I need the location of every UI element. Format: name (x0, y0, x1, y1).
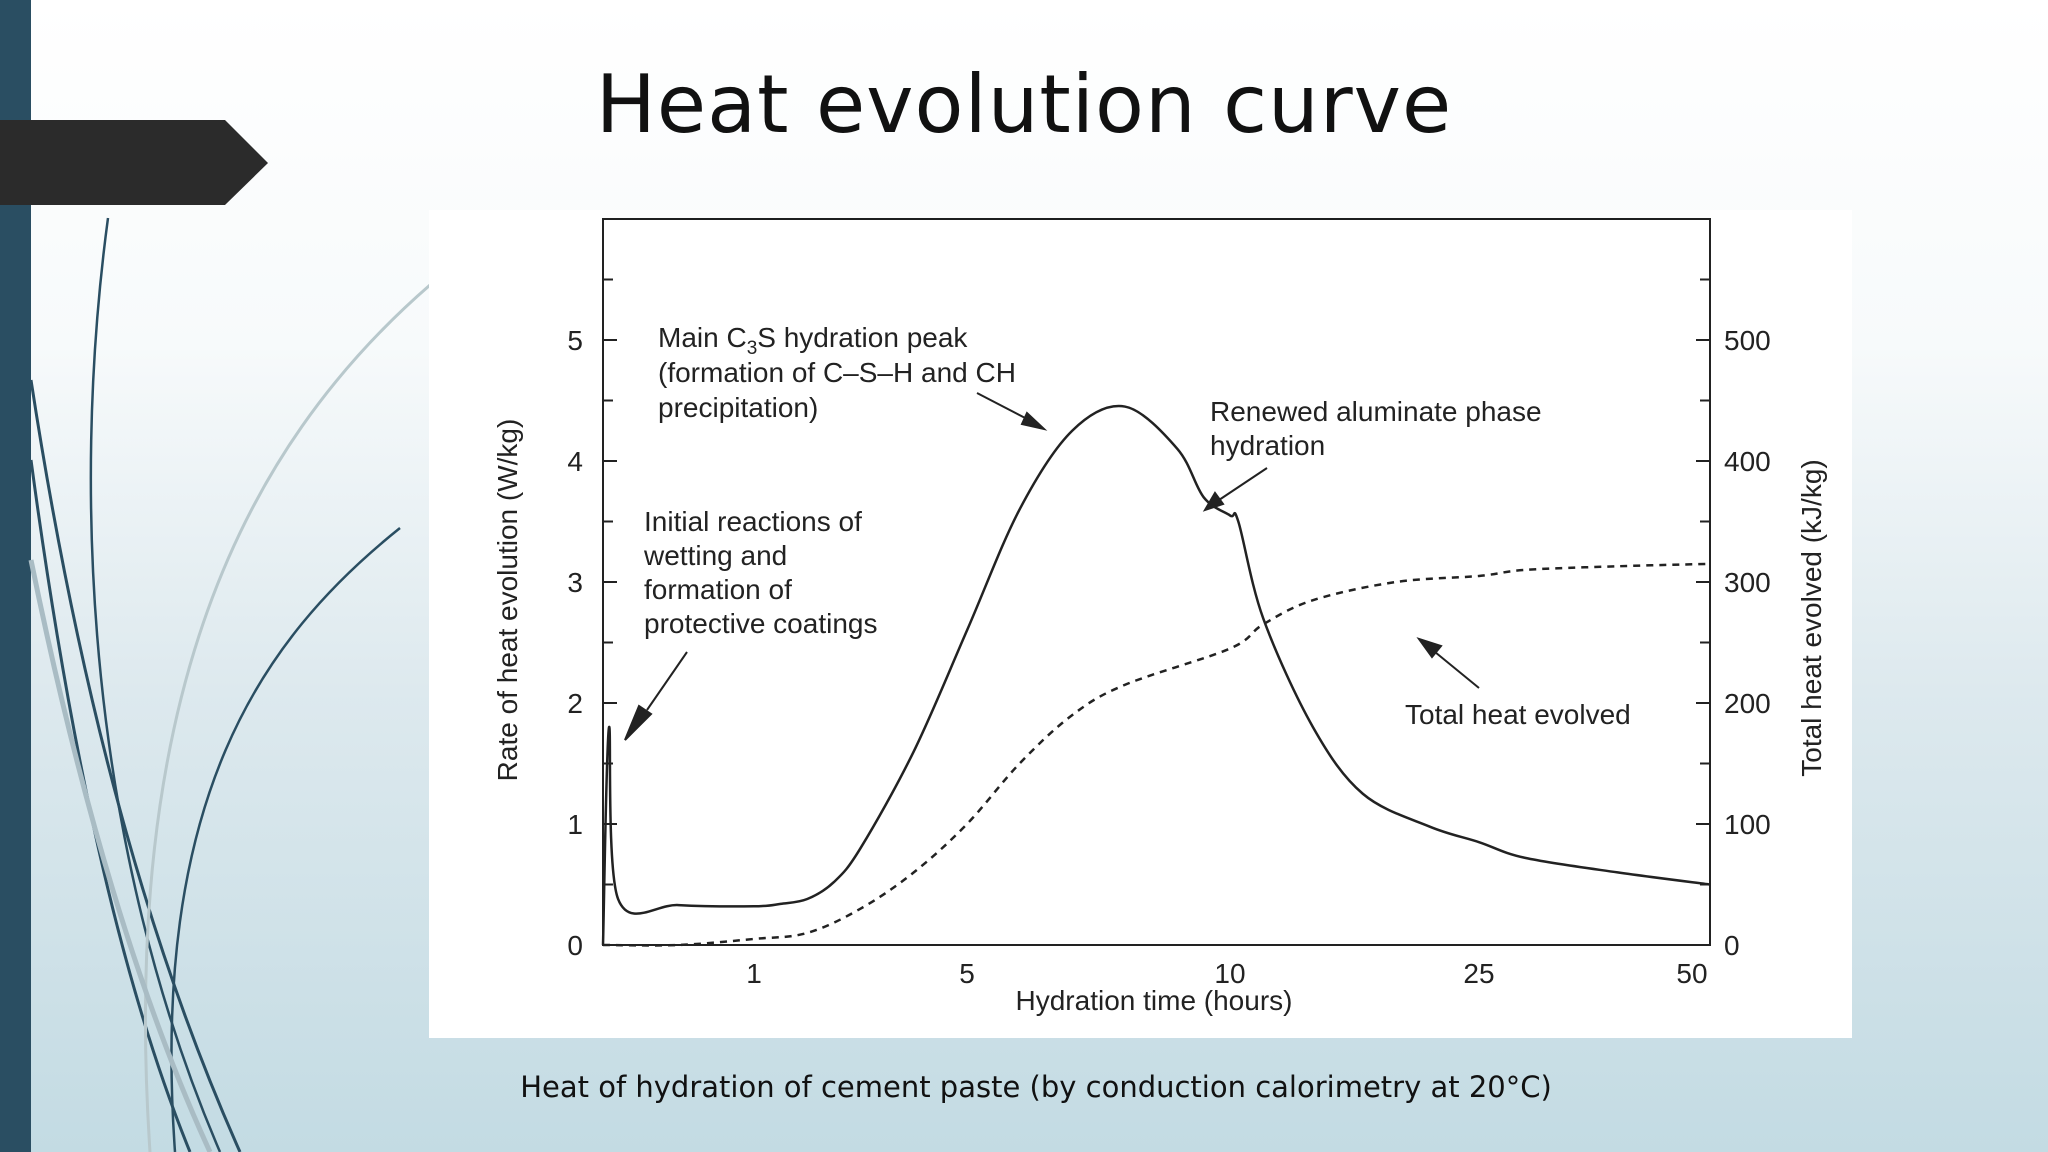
annotation-total-line: Total heat evolved (1405, 699, 1631, 730)
arrow-main-peak (976, 392, 1030, 421)
x-tick-label: 1 (746, 958, 762, 989)
y2-tick-label: 100 (1724, 809, 1771, 840)
total-heat-curve (602, 562, 1711, 947)
y-tick-label: 1 (567, 809, 583, 840)
figure-caption: Heat of hydration of cement paste (by co… (520, 1070, 1552, 1104)
annotation-main-line: (formation of C–S–H and CH (658, 357, 1016, 388)
slide-title: Heat evolution curve (595, 58, 1453, 151)
x-tick-label: 25 (1463, 958, 1494, 989)
y-axis-label: Rate of heat evolution (W/kg) (492, 419, 523, 782)
heat-rate-curve (601, 404, 1711, 946)
y-tick-label: 4 (567, 446, 583, 477)
annotation-initial-line: formation of (644, 574, 792, 605)
chart-panel: 0 1 2 3 4 5 0 100 200 300 400 500 1 5 10 25 50 Hydrati… (429, 210, 1852, 1038)
x-tick-label: 50 (1676, 958, 1707, 989)
annotation-main-line: Main C3S hydration peak (658, 322, 968, 359)
annotation-initial-line: Initial reactions of (644, 506, 862, 537)
annotation-main-line: precipitation) (658, 392, 818, 423)
annotation-renewed-line: Renewed aluminate phase (1210, 396, 1542, 427)
arrow-total-head (1416, 637, 1443, 659)
y-tick-label: 0 (567, 930, 583, 961)
annotation-renewed-line: hydration (1210, 430, 1325, 461)
y-tick-label: 5 (567, 325, 583, 356)
decorative-swooshes (28, 217, 431, 1152)
y2-tick-label: 0 (1724, 930, 1740, 961)
title-tab-marker (0, 120, 268, 205)
annotation-initial-line: wetting and (643, 540, 787, 571)
y2-tick-label: 200 (1724, 688, 1771, 719)
x-tick-label: 5 (959, 958, 975, 989)
arrow-total (1434, 651, 1480, 689)
y2-tick-label: 400 (1724, 446, 1771, 477)
arrow-initial-head (624, 704, 653, 741)
y2-tick-label: 300 (1724, 567, 1771, 598)
y-tick-label: 2 (567, 688, 583, 719)
y2-tick-label: 500 (1724, 325, 1771, 356)
arrow-initial (646, 651, 688, 711)
arrow-renewed (1218, 467, 1268, 501)
annotation-initial-line: protective coatings (644, 608, 877, 639)
x-axis-label: Hydration time (hours) (1016, 985, 1293, 1016)
y-tick-label: 3 (567, 567, 583, 598)
arrow-main-peak-head (1020, 411, 1048, 431)
annotation-arrows (624, 392, 1480, 741)
x-tick-label: 10 (1214, 958, 1245, 989)
y2-axis-label: Total heat evolved (kJ/kg) (1796, 459, 1827, 777)
heat-evolution-chart: 0 1 2 3 4 5 0 100 200 300 400 500 1 5 10 25 50 Hydrati… (492, 218, 1827, 1016)
arrow-renewed-head (1202, 491, 1225, 512)
